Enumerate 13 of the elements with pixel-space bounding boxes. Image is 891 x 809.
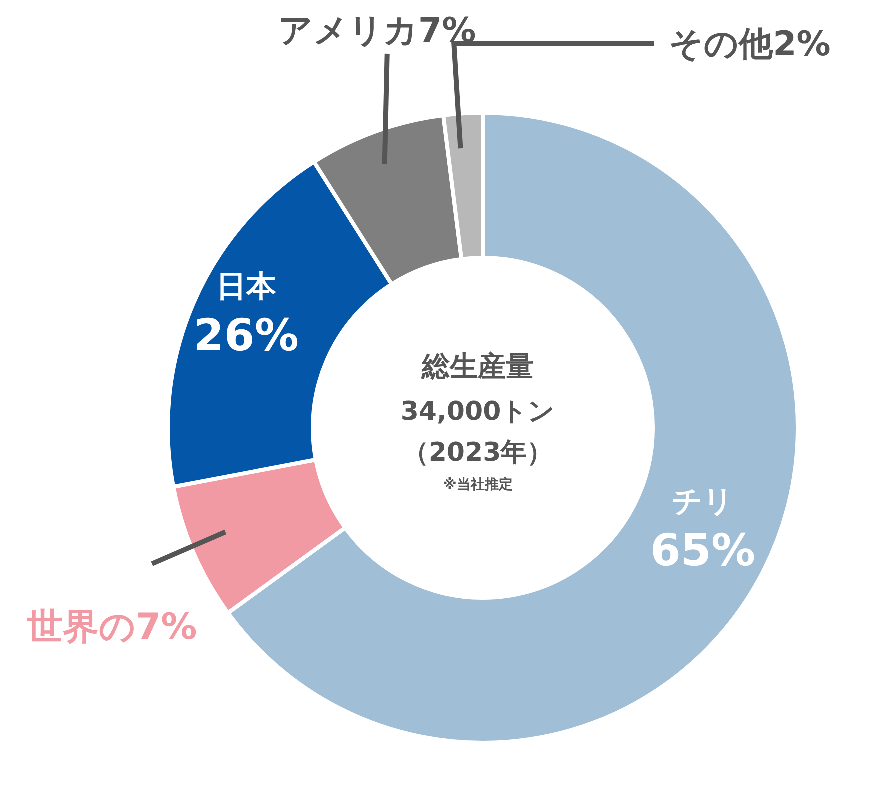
slice-label: アメリカ [278,10,418,51]
data-label: 世界の7% [27,606,198,648]
text: 総生産量 [420,349,535,385]
text: 26% [194,310,299,362]
text: 34,000トン [400,396,556,429]
slice-label: その他 [669,24,774,65]
data-label: 2% [773,24,831,65]
data-label: 65% [650,526,756,577]
slice-label: チリ [672,484,734,520]
text: ※当社推定 [442,476,514,494]
data-label: 7% [418,10,476,51]
slice-label: 日本 [216,270,278,305]
text: （2023年） [402,437,554,470]
